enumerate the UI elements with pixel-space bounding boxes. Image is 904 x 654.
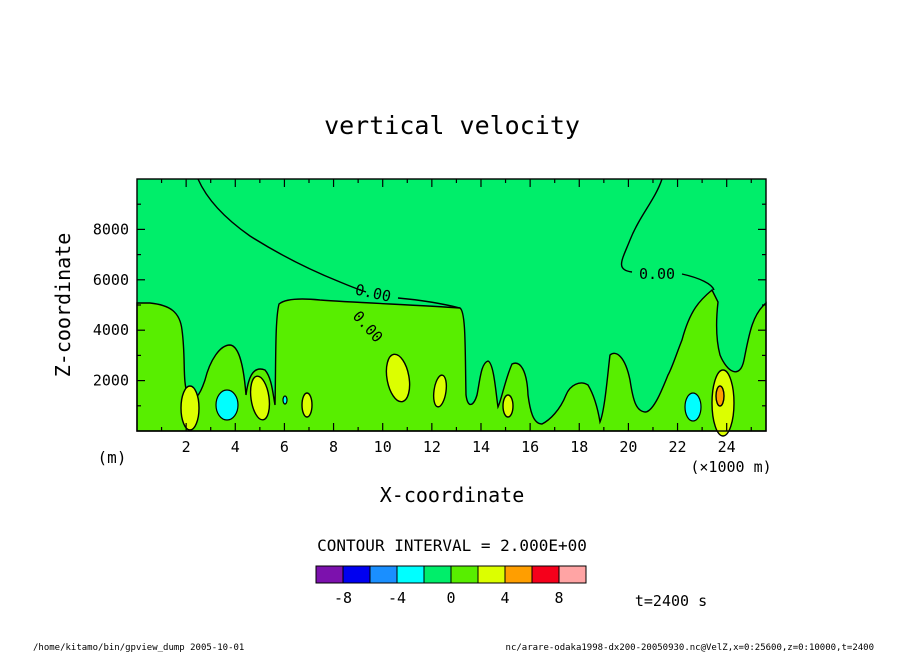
colorbar-swatch bbox=[477, 565, 506, 584]
x-tick-label: 12 bbox=[423, 438, 441, 456]
x-tick-label: 20 bbox=[619, 438, 637, 456]
y-tick-label: 6000 bbox=[93, 271, 129, 289]
x-axis-label: X-coordinate bbox=[380, 483, 525, 507]
updraft-cell bbox=[502, 394, 514, 418]
x-tick-label: 6 bbox=[280, 438, 289, 456]
colorbar-swatch bbox=[342, 565, 371, 584]
colorbar-swatch bbox=[369, 565, 398, 584]
zero-contour-left-2 bbox=[397, 297, 461, 309]
colorbar-labels: -8 -4 0 4 8 bbox=[334, 589, 564, 607]
x-tick-label: 8 bbox=[329, 438, 338, 456]
x-tick-label: 16 bbox=[521, 438, 539, 456]
downdraft-cell bbox=[684, 392, 702, 422]
footer-left: /home/kitamo/bin/gpview_dump 2005-10-01 bbox=[33, 643, 244, 653]
time-label: t=2400 s bbox=[635, 592, 707, 610]
colorbar-swatch bbox=[315, 565, 344, 584]
updraft-cell bbox=[301, 392, 313, 418]
zero-contour-right bbox=[620, 178, 663, 273]
zero-contour-right-2 bbox=[681, 273, 715, 291]
x-unit-label: (×1000 m) bbox=[690, 458, 771, 476]
x-tick-label: 14 bbox=[472, 438, 490, 456]
x-axis: 2 4 6 8 10 12 14 16 18 20 22 24 bbox=[160, 179, 752, 456]
chart-title: vertical velocity bbox=[324, 111, 580, 140]
colorbar-swatch bbox=[531, 565, 560, 584]
y-tick-label: 8000 bbox=[93, 220, 129, 238]
zero-contour-left bbox=[197, 178, 367, 293]
contour-interval-text: CONTOUR INTERVAL = 2.000E+00 bbox=[317, 536, 587, 555]
colorbar-swatch bbox=[450, 565, 479, 584]
x-tick-label: 2 bbox=[182, 438, 191, 456]
negative-cells-cyan bbox=[215, 389, 702, 422]
downdraft-cell bbox=[215, 389, 239, 421]
x-tick-label: 4 bbox=[231, 438, 240, 456]
colorbar-swatch bbox=[504, 565, 533, 584]
y-axis: 2000 4000 6000 8000 bbox=[93, 203, 766, 407]
colorbar-swatch bbox=[423, 565, 452, 584]
x-tick-label: 24 bbox=[718, 438, 736, 456]
colorbar-tick-label: 8 bbox=[554, 589, 563, 607]
footer-right: nc/arare-odaka1998-dx200-20050930.nc@Vel… bbox=[506, 643, 874, 653]
colorbar-tick-label: 4 bbox=[500, 589, 509, 607]
y-tick-label: 2000 bbox=[93, 372, 129, 390]
x-tick-label: 18 bbox=[570, 438, 588, 456]
positive-region-lower bbox=[136, 288, 767, 432]
y-unit-label: (m) bbox=[98, 448, 127, 467]
plot-area: 0.00 0.00 0.00 bbox=[136, 178, 767, 437]
contour-label: 0.00 bbox=[639, 265, 675, 283]
updraft-cell bbox=[385, 353, 411, 403]
y-axis-label: Z-coordinate bbox=[51, 233, 75, 378]
y-tick-label: 4000 bbox=[93, 321, 129, 339]
colorbar bbox=[315, 565, 587, 584]
colorbar-tick-label: -8 bbox=[334, 589, 352, 607]
updraft-cell bbox=[249, 375, 271, 421]
x-tick-label: 10 bbox=[374, 438, 392, 456]
x-tick-label: 22 bbox=[669, 438, 687, 456]
colorbar-tick-label: 0 bbox=[446, 589, 455, 607]
updraft-core-orange bbox=[715, 385, 725, 407]
updraft-cell bbox=[180, 385, 200, 431]
colorbar-swatch bbox=[558, 565, 587, 584]
updraft-cell bbox=[432, 374, 448, 408]
colorbar-swatch bbox=[396, 565, 425, 584]
downdraft-cell bbox=[282, 395, 288, 405]
positive-cells-yellow bbox=[180, 353, 735, 437]
colorbar-tick-label: -4 bbox=[388, 589, 406, 607]
